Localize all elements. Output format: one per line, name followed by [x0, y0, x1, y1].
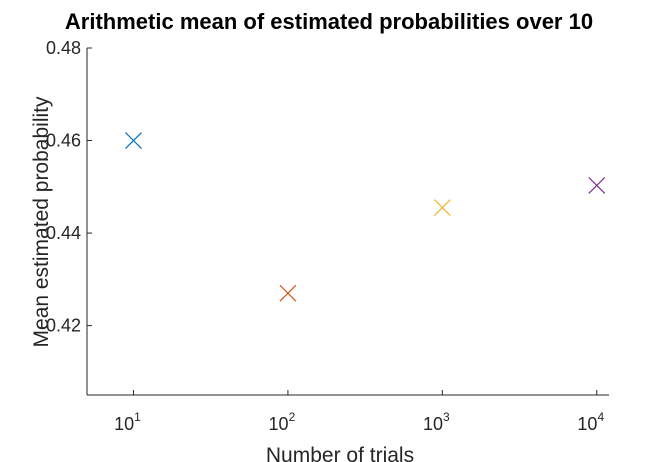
x-tick-label: 102 — [269, 410, 296, 434]
x-ticks: 101 102 103 104 — [114, 390, 604, 434]
data-markers — [125, 132, 606, 302]
y-tick-label: 0.44 — [46, 223, 81, 243]
y-tick-label: 0.48 — [46, 38, 81, 58]
y-tick-label: 0.42 — [46, 316, 81, 336]
axes — [86, 48, 609, 396]
y-ticks: 0.42 0.44 0.46 0.48 — [46, 38, 92, 336]
y-axis-label: Mean estimated probability — [30, 96, 53, 347]
x-axis-label: Number of trials — [266, 444, 414, 462]
x-tick-label: 103 — [423, 410, 450, 434]
y-tick-label: 0.46 — [46, 131, 81, 151]
data-point-1 — [125, 132, 142, 149]
chart-title: Arithmetic mean of estimated probabiliti… — [65, 9, 593, 34]
data-point-4 — [588, 176, 606, 194]
x-tick-label: 101 — [114, 410, 141, 434]
x-tick-label: 104 — [577, 410, 604, 434]
data-point-3 — [433, 199, 451, 217]
data-point-2 — [279, 284, 297, 302]
